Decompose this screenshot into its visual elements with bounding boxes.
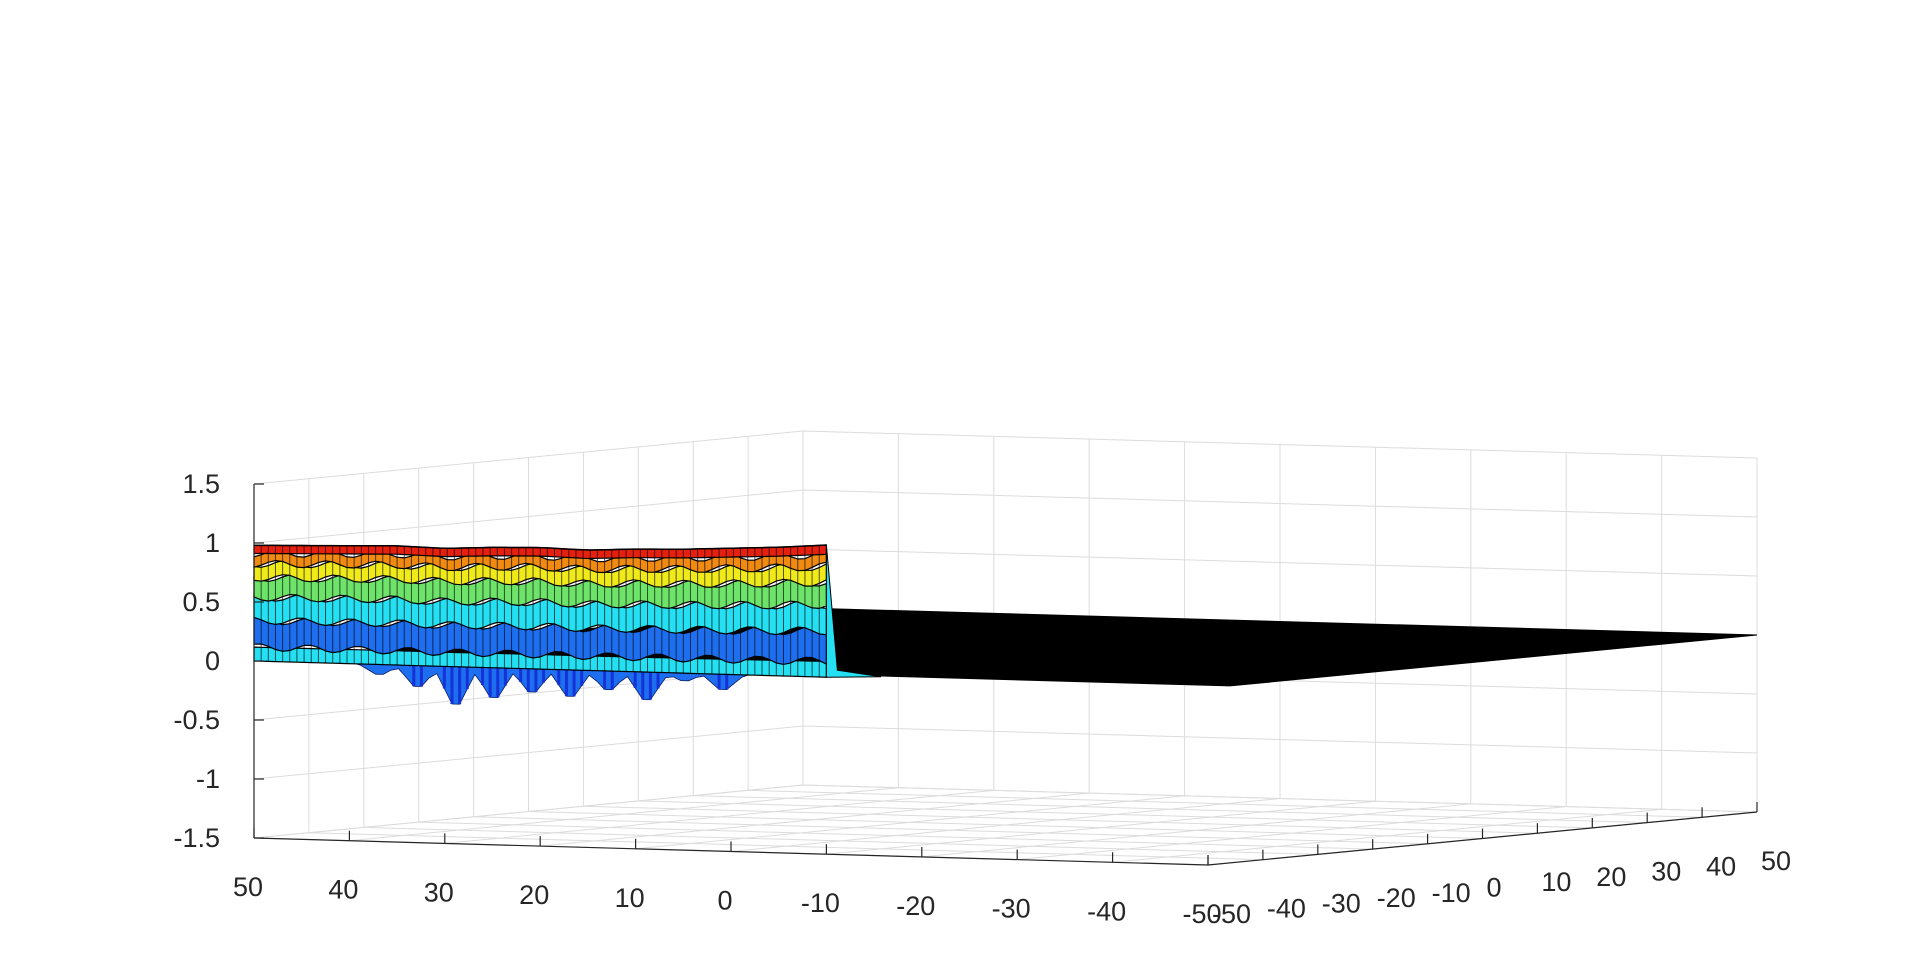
x-tick-label: -20 xyxy=(896,891,935,921)
x-tick-label: -40 xyxy=(1087,896,1126,926)
y-tick-label: 50 xyxy=(1761,846,1791,876)
x-floor-gridline xyxy=(349,787,899,842)
y-tick-label: 0 xyxy=(1487,873,1502,903)
z-tick-label: 0.5 xyxy=(182,587,220,617)
x-tick-label: -10 xyxy=(801,888,840,918)
x-floor-gridline xyxy=(1112,808,1662,863)
grid-layer xyxy=(253,430,1758,866)
surface-layer xyxy=(253,544,1758,705)
y-tick-label: -10 xyxy=(1432,878,1471,908)
x-floor-gridline xyxy=(1017,806,1567,861)
z-tick-label: 0 xyxy=(205,646,220,676)
x-floor-gridline xyxy=(540,792,1090,847)
y-tick-label: -40 xyxy=(1267,894,1306,924)
x-floor-gridline xyxy=(635,795,1185,850)
z-tick-label: -1.5 xyxy=(173,823,220,853)
x-floor-gridline xyxy=(826,800,1376,855)
x-tick-label: 20 xyxy=(519,880,549,910)
x-tick-label: 50 xyxy=(233,872,263,902)
surface-ramp xyxy=(825,544,882,678)
x-floor-gridline xyxy=(730,798,1281,852)
x-tick-label: 30 xyxy=(424,877,454,907)
y-tick-label: -20 xyxy=(1377,883,1416,913)
y-tick-label: 10 xyxy=(1541,867,1571,897)
x-tick-label: -50 xyxy=(1182,899,1221,929)
x-tick-label: -30 xyxy=(992,894,1031,924)
z-tick-label: -0.5 xyxy=(173,705,220,735)
x-floor-gridline xyxy=(253,784,804,839)
z-gridline xyxy=(253,489,1758,544)
x-tick-label: 10 xyxy=(615,883,645,913)
x-tick-label: 40 xyxy=(328,875,358,905)
surface-ridge-outline xyxy=(254,544,827,551)
axis-layer: 1.5 1 0.5 0 -0.5 -1 -1.5 50 40 30 20 10 0 -10 -20 -30 -4… xyxy=(173,469,1791,929)
z-gridline xyxy=(253,725,1758,780)
z-tick-label: 1.5 xyxy=(182,469,220,499)
z-gridline xyxy=(253,430,1758,485)
x-floor-gridline xyxy=(921,803,1471,858)
y-tick-label: -30 xyxy=(1322,888,1361,918)
y-tick-label: 30 xyxy=(1651,857,1681,887)
y-tick-label: 40 xyxy=(1706,851,1736,881)
y-tick-label: -50 xyxy=(1212,899,1251,929)
z-tick-label: 1 xyxy=(205,528,220,558)
x-tick-label: 0 xyxy=(717,886,732,916)
z-tick-label: -1 xyxy=(196,764,220,794)
y-tick-label: 20 xyxy=(1596,862,1626,892)
x-floor-gridline xyxy=(444,789,994,844)
